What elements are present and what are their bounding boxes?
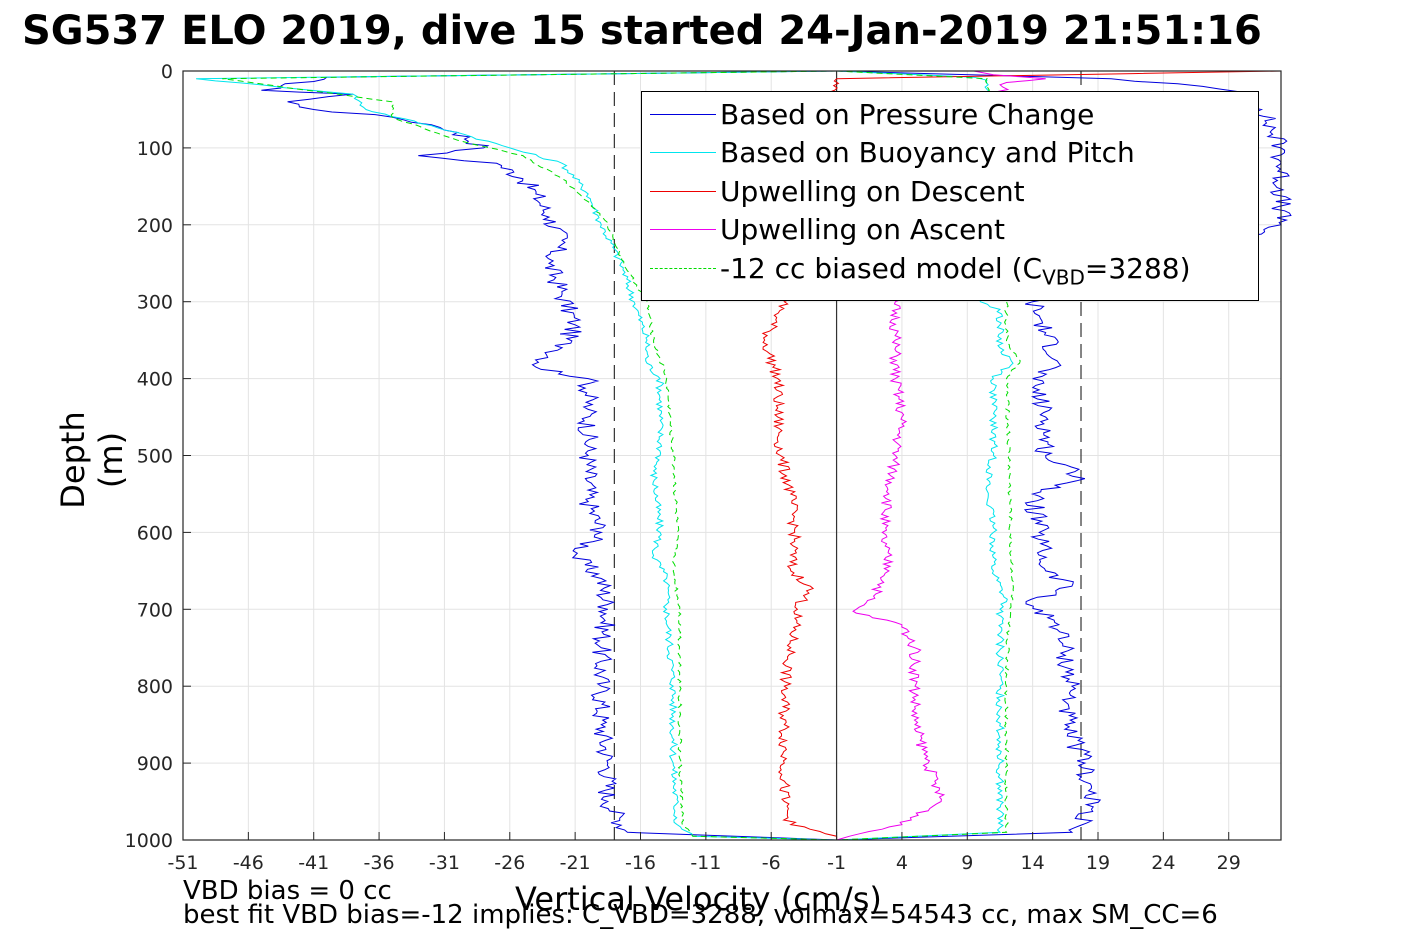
- x-tick-label: -31: [429, 852, 460, 874]
- x-tick-label: 29: [1217, 852, 1241, 874]
- x-tick-label: -1: [827, 852, 846, 874]
- x-tick-label: -16: [625, 852, 656, 874]
- legend-label: Based on Pressure Change: [720, 98, 1095, 131]
- x-tick-label: -21: [560, 852, 591, 874]
- legend-item: Upwelling on Descent: [642, 173, 1258, 209]
- y-tick-label: 600: [137, 522, 173, 544]
- legend-suffix: =3288): [1084, 252, 1191, 285]
- legend-swatch: [650, 114, 716, 115]
- x-tick-label: -26: [494, 852, 525, 874]
- y-tick-label: 700: [137, 599, 173, 621]
- footer-line-2: best fit VBD bias=-12 implies: C_VBD=328…: [183, 900, 1218, 930]
- y-tick-label: 900: [137, 753, 173, 775]
- legend-swatch: [650, 191, 716, 192]
- x-tick-label: 9: [961, 852, 973, 874]
- y-tick-label: 400: [137, 369, 173, 391]
- y-tick-label: 800: [137, 676, 173, 698]
- legend-box: Based on Pressure Change Based on Buoyan…: [641, 91, 1259, 301]
- legend-item: -12 cc biased model (CVBD=3288): [642, 250, 1258, 290]
- footer-line-1: VBD bias = 0 cc: [183, 876, 392, 906]
- x-tick-label: -51: [167, 852, 198, 874]
- legend-swatch: [650, 268, 716, 269]
- x-tick-label: 4: [896, 852, 908, 874]
- y-tick-label: 1000: [125, 830, 173, 852]
- x-tick-label: 14: [1021, 852, 1045, 874]
- legend-swatch: [650, 229, 716, 230]
- legend-swatch: [650, 152, 716, 153]
- legend-item: Upwelling on Ascent: [642, 211, 1258, 247]
- y-tick-label: 300: [137, 292, 173, 314]
- x-tick-label: -41: [298, 852, 329, 874]
- legend-label: Upwelling on Ascent: [720, 213, 1006, 246]
- y-tick-label: 500: [137, 446, 173, 468]
- legend-label: Based on Buoyancy and Pitch: [720, 136, 1135, 169]
- series-line-4-branch-0: [222, 70, 837, 841]
- legend-item: Based on Buoyancy and Pitch: [642, 134, 1258, 170]
- y-axis-label: Depth (m): [54, 411, 130, 509]
- x-axis-label: Vertical Velocity (cm/s): [515, 880, 882, 918]
- x-tick-label: -11: [690, 852, 721, 874]
- y-tick-label: 100: [137, 138, 173, 160]
- legend-item: Based on Pressure Change: [642, 96, 1258, 132]
- chart-title: SG537 ELO 2019, dive 15 started 24-Jan-2…: [22, 8, 1262, 54]
- y-tick-label: 0: [161, 61, 173, 83]
- legend-subscript: VBD: [1042, 265, 1085, 290]
- legend-label: Upwelling on Descent: [720, 175, 1025, 208]
- series-line-1-branch-0: [196, 70, 837, 841]
- x-tick-label: -46: [233, 852, 264, 874]
- y-tick-label: 200: [137, 215, 173, 237]
- tick-layer: -51 -46 -41 -36 -31 -26 -21 -16 -11 -6 -1 4 9 14 19 24 2…: [125, 61, 1241, 874]
- x-tick-label: -6: [762, 852, 781, 874]
- x-tick-label: 24: [1151, 852, 1175, 874]
- series-line-0-branch-0: [261, 70, 837, 841]
- x-tick-label: 19: [1086, 852, 1110, 874]
- x-tick-label: -36: [364, 852, 395, 874]
- legend-label-model: -12 cc biased model (CVBD=3288): [720, 252, 1191, 290]
